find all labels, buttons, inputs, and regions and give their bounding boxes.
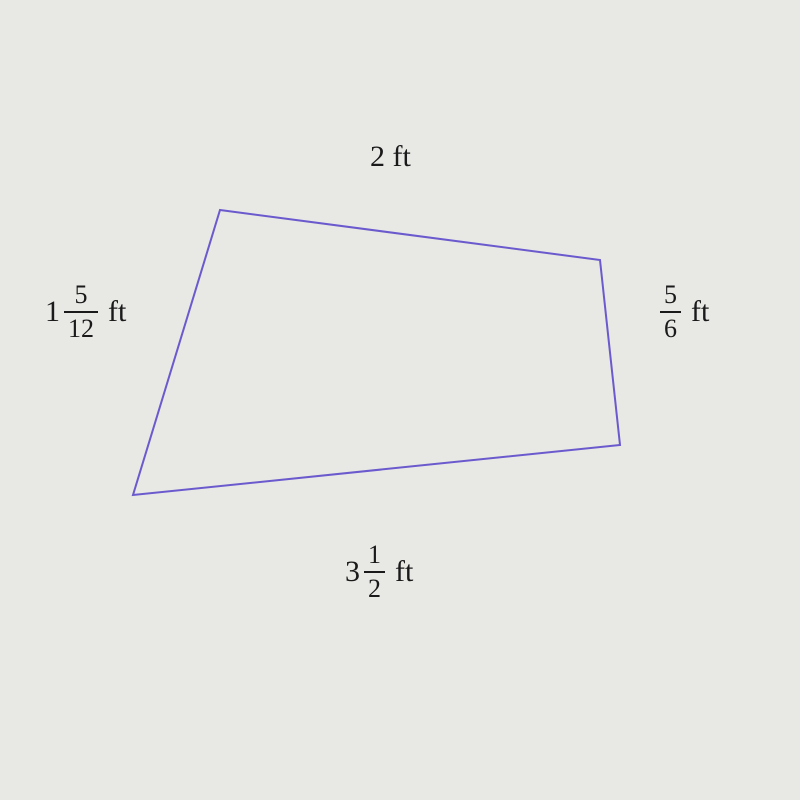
left-fraction: 5 12	[64, 280, 98, 344]
right-numerator: 5	[660, 280, 681, 310]
right-unit: ft	[691, 295, 709, 329]
top-label-text: 2 ft	[370, 140, 411, 173]
bottom-numerator: 1	[364, 540, 385, 570]
fraction-bar	[364, 571, 385, 573]
left-unit: ft	[108, 295, 126, 329]
right-label: 5 6 ft	[660, 280, 709, 344]
left-label: 1 5 12 ft	[45, 280, 126, 344]
top-label: 2 ft	[370, 140, 411, 174]
left-whole: 1	[45, 295, 60, 329]
left-numerator: 5	[71, 280, 92, 310]
bottom-label: 3 1 2 ft	[345, 540, 413, 604]
bottom-unit: ft	[395, 555, 413, 589]
fraction-bar	[64, 311, 98, 313]
right-denominator: 6	[660, 314, 681, 344]
left-denominator: 12	[64, 314, 98, 344]
bottom-whole: 3	[345, 555, 360, 589]
fraction-bar	[660, 311, 681, 313]
bottom-fraction: 1 2	[364, 540, 385, 604]
quadrilateral-shape	[0, 0, 800, 800]
bottom-denominator: 2	[364, 574, 385, 604]
right-fraction: 5 6	[660, 280, 681, 344]
